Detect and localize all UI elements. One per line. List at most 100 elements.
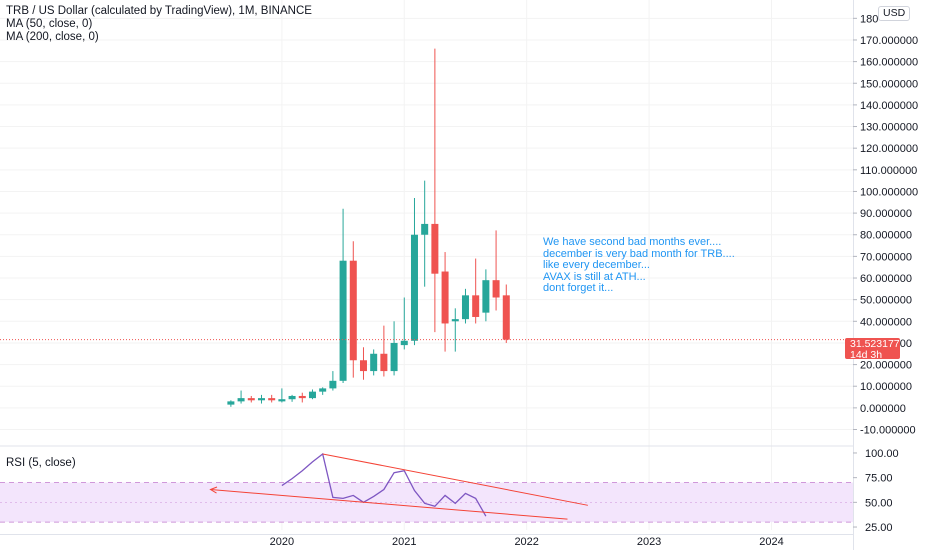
candle-body (349, 260, 357, 361)
trendlines[interactable] (209, 453, 588, 520)
candle (278, 388, 286, 403)
trendline[interactable] (322, 453, 588, 506)
candle-body (339, 260, 347, 381)
candle (319, 387, 327, 395)
candle-body (492, 280, 500, 298)
price-tick-label: 140.000000 (860, 100, 918, 112)
annotation-line: We have second bad months ever.... (543, 236, 722, 248)
price-tick-label: 50.000000 (860, 295, 912, 307)
candle-body (288, 395, 296, 400)
candle (237, 390, 245, 404)
candle (339, 208, 347, 383)
candle (410, 197, 418, 346)
rsi-line (281, 452, 487, 517)
candle (431, 48, 439, 333)
candle (359, 347, 367, 380)
price-tick-label: 60.000000 (860, 273, 912, 285)
price-tick-label: 160.000000 (860, 57, 918, 69)
ma200-legend[interactable]: MA (200, close, 0) (6, 31, 99, 43)
candle (268, 394, 276, 403)
price-tick-label: 90.000000 (860, 208, 912, 220)
candle (461, 288, 469, 324)
candle-body (268, 398, 276, 401)
trendline-arrowhead (209, 486, 218, 494)
candle-body (421, 223, 429, 235)
candle-body (359, 360, 367, 372)
rsi-series (281, 452, 487, 517)
candle-body (247, 398, 255, 401)
price-gridlines (0, 0, 853, 530)
annotation-line: dont forget it... (543, 282, 614, 295)
time-tick-label: 2022 (514, 536, 538, 548)
candle-body (441, 271, 449, 324)
rsi-legend[interactable]: RSI (5, close) (6, 457, 76, 469)
price-tick-label: 130.000000 (860, 122, 918, 134)
annotation-text[interactable]: We have second bad months ever.... decemb… (543, 236, 735, 295)
candle-body (257, 398, 265, 401)
candle (502, 284, 510, 343)
time-tick-label: 2020 (270, 536, 294, 548)
candle-body (308, 391, 316, 399)
price-tick-label: 170.000000 (860, 35, 918, 47)
candle-body (451, 319, 459, 322)
candle-body (502, 295, 510, 340)
candle (472, 258, 480, 324)
candle-body (431, 223, 439, 274)
candle-body (400, 340, 408, 346)
candle (288, 394, 296, 402)
price-tick-label: -10.000000 (860, 425, 916, 437)
annotation-line: december is very bad month for TRB.... (543, 247, 735, 260)
trendline[interactable] (210, 489, 568, 520)
price-tick-label: 40.000000 (860, 316, 912, 328)
time-tick-label: 2024 (759, 536, 783, 548)
ma50-legend[interactable]: MA (50, close, 0) (6, 18, 93, 30)
candle (247, 395, 255, 403)
last-price: 31.523177 (850, 338, 900, 350)
rsi-pane (0, 445, 853, 523)
price-tick-label: 70.000000 (860, 251, 912, 263)
candle (400, 297, 408, 350)
annotation-line: AVAX is still at ATH... (543, 270, 646, 283)
candle (421, 180, 429, 287)
rsi-tick-label: 75.00 (865, 473, 893, 485)
candle (370, 349, 378, 376)
candle (298, 392, 306, 403)
candle-body (298, 395, 306, 399)
candle (349, 241, 357, 378)
candle (329, 371, 337, 391)
candle (380, 325, 388, 377)
time-tick-label: 2021 (392, 536, 416, 548)
last-price-label: 31.523177 14d 3h (845, 338, 900, 360)
rsi-band (0, 482, 853, 523)
candle (390, 321, 398, 376)
candle (451, 308, 459, 352)
rsi-tick-label: 100.00 (865, 448, 899, 460)
candle-body (482, 280, 490, 313)
candle-body (380, 353, 388, 372)
price-tick-label: 10.000000 (860, 381, 912, 393)
price-tick-label: 80.000000 (860, 230, 912, 242)
time-tick-label: 2023 (637, 536, 661, 548)
candle-body (461, 295, 469, 320)
candle (257, 394, 265, 404)
price-tick-label: 120.000000 (860, 143, 918, 155)
candle (482, 269, 490, 322)
rsi-tick-label: 25.00 (865, 522, 893, 534)
annotation-line: like every december... (543, 259, 650, 272)
candle-body (390, 342, 398, 372)
candle-body (319, 388, 327, 392)
price-tick-label: 100.000000 (860, 186, 918, 198)
candle (441, 252, 449, 352)
price-tick-label: 20.000000 (860, 360, 912, 372)
candle (227, 400, 235, 407)
price-tick-label: 0.000000 (860, 403, 906, 415)
candle (308, 389, 316, 400)
candle-body (410, 234, 418, 341)
candle-body (370, 353, 378, 372)
candle-body (237, 398, 245, 402)
candle-body (278, 399, 286, 402)
candlestick-series (0, 48, 853, 407)
currency-badge[interactable]: USD (878, 6, 911, 21)
